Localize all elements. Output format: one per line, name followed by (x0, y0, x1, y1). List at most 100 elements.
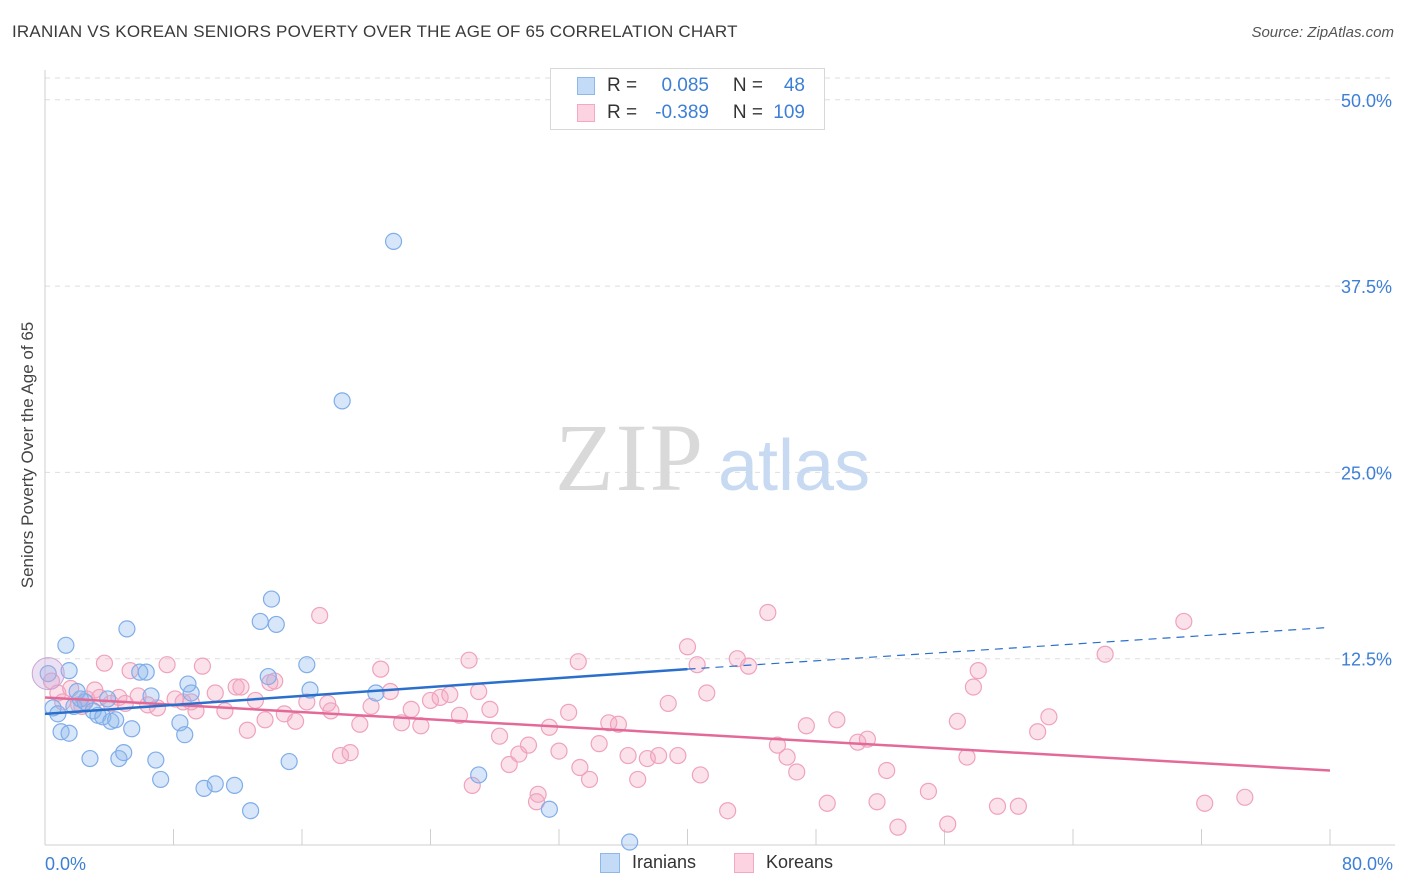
korean-point (1196, 794, 1214, 812)
korean-point (341, 743, 359, 762)
korean-point (768, 736, 787, 754)
korean-point (649, 746, 668, 765)
korean-point (964, 678, 983, 696)
korean-point (311, 606, 329, 625)
korean-point (1096, 645, 1114, 663)
korean-point (669, 746, 687, 765)
iranian-point (115, 743, 133, 762)
korean-point (286, 712, 305, 730)
legend-item-koreans: Koreans (734, 852, 833, 873)
koreans-swatch (577, 104, 595, 122)
korean-point (560, 703, 578, 721)
iranian-point (470, 766, 488, 784)
korean-point (232, 678, 250, 696)
korean-point (958, 748, 976, 766)
korean-point (1236, 788, 1254, 806)
korean-point (481, 700, 499, 718)
iranian-point (131, 663, 149, 681)
korean-point (868, 793, 886, 811)
korean-point (948, 712, 966, 730)
iranian-point (251, 612, 269, 631)
cluster-point (31, 657, 65, 691)
korean-point (797, 717, 815, 735)
korean-point (362, 697, 380, 715)
korean-point (619, 746, 637, 765)
iranians-trendline-extension (687, 626, 1331, 670)
korean-point (590, 735, 608, 753)
koreans-points (42, 603, 1254, 836)
korean-point (698, 684, 716, 702)
korean-point (818, 794, 836, 812)
korean-point (759, 603, 777, 622)
legend-row-koreans: R = -0.389 N = 109 (577, 102, 805, 124)
korean-point (638, 749, 656, 768)
axes (44, 70, 1395, 846)
korean-point (1175, 612, 1193, 631)
iranian-point (298, 656, 316, 674)
legend-row-iranians: R = 0.085 N = 48 (577, 75, 805, 97)
korean-point (372, 660, 390, 678)
korean-point (609, 715, 628, 733)
korean-point (1040, 708, 1058, 726)
iranian-point (333, 392, 351, 410)
korean-point (441, 685, 459, 704)
korean-point (450, 706, 469, 724)
iranian-point (267, 615, 285, 634)
korean-point (331, 746, 350, 765)
iranian-point (262, 590, 281, 608)
watermark-atlas: atlas (718, 426, 870, 506)
iranian-point (107, 711, 125, 729)
korean-point (919, 782, 938, 800)
korean-point (261, 673, 279, 692)
korean-point (550, 742, 568, 760)
iranian-point (137, 663, 155, 681)
korean-point (659, 694, 677, 713)
korean-point (402, 700, 420, 718)
iranian-point (280, 752, 298, 771)
source-credit: Source: ZipAtlas.com (1251, 24, 1394, 41)
n-value: 48 (783, 75, 805, 96)
chart-title: IRANIAN VS KOREAN SENIORS POVERTY OVER T… (12, 22, 738, 41)
korean-point (381, 682, 399, 701)
korean-point (1009, 797, 1027, 815)
iranian-point (81, 749, 99, 768)
iranians-swatch (577, 77, 595, 95)
korean-point (988, 797, 1007, 815)
korean-point (519, 736, 538, 754)
iranian-point (118, 620, 136, 638)
korean-point (939, 815, 957, 833)
korean-point (421, 691, 440, 710)
r-value: -0.389 (655, 102, 709, 123)
korean-point (319, 694, 337, 713)
koreans-trendline (44, 696, 1331, 772)
korean-point (216, 702, 234, 720)
korean-point (256, 711, 274, 729)
iranian-point (60, 662, 78, 680)
y-tick-label: 12.5% (1341, 650, 1392, 670)
korean-point (889, 818, 907, 836)
iranian-point (540, 800, 558, 818)
iranian-point (621, 833, 639, 851)
korean-point (878, 761, 896, 780)
iranian-point (206, 775, 224, 793)
korean-point (490, 727, 509, 745)
r-label: R = (607, 75, 638, 96)
korean-point (571, 758, 589, 777)
correlation-legend: R = 0.085 N = 48 R = -0.389 N = 109 (550, 68, 825, 130)
watermark-zip: ZIP (555, 404, 705, 511)
iranian-point (142, 687, 160, 705)
korean-point (969, 662, 987, 680)
iranian-point (147, 751, 165, 769)
korean-point (691, 766, 709, 784)
iranians-trendline (44, 667, 688, 716)
korean-point (95, 654, 114, 672)
iranian-point (259, 667, 277, 686)
korean-point (678, 638, 697, 656)
korean-point (719, 802, 737, 820)
legend-label-iranians: Iranians (632, 852, 697, 872)
korean-point (193, 657, 212, 675)
iranian-point (179, 675, 197, 693)
korean-point (778, 748, 796, 766)
korean-point (629, 770, 647, 789)
